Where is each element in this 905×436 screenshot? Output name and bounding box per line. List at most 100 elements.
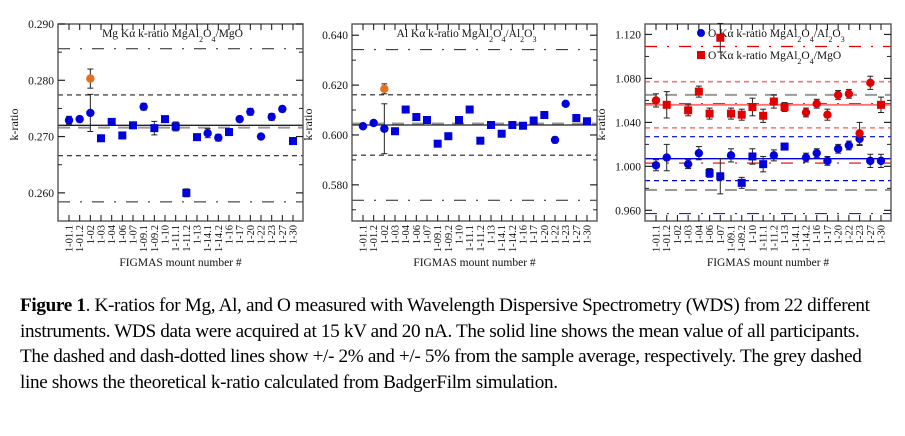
legend-subscript: 3 [841,35,845,44]
plot-frame [57,23,304,222]
title-end: /Al [505,28,520,40]
data-point-circle [866,78,875,88]
x-tick-label: 1-02 [86,225,97,244]
x-tick-label: 1-03 [391,225,402,244]
data-point-circle [75,114,84,124]
x-axis-label: FIGMAS mount number # [707,257,830,269]
x-tick-label: 1-16 [812,225,823,244]
data-point-circle [358,122,368,131]
x-tick-label: 1-01.2 [369,225,380,252]
legend-marker-square [697,51,705,59]
y-tick-label: 0.270 [28,132,54,144]
x-tick-label: 1-27 [278,225,289,244]
data-point-circle [86,108,95,118]
data-point-square [759,111,768,120]
x-tick-label: 1-13 [193,225,204,244]
data-point-square [662,100,671,109]
y-tick-label: 1.080 [615,73,641,85]
y-tick-label: 0.960 [615,205,641,217]
data-point-square [401,105,410,114]
data-point-square [289,137,297,146]
data-point-square [572,114,581,123]
x-tick-label: 1-11.2 [476,225,487,252]
data-point-square [716,172,725,181]
data-point-circle [267,112,276,122]
x-tick-label: 1-23 [267,225,278,244]
x-tick-label: 1-22 [257,225,268,244]
x-tick-label: 1-06 [705,225,716,244]
y-tick-label: 0.580 [322,180,348,192]
data-point-square [519,121,527,130]
data-point-square [487,120,495,129]
x-tick-label: 1-30 [289,225,300,244]
x-tick-label: 1-23 [855,225,866,244]
data-point-square [433,139,442,148]
data-point-circle [369,118,378,128]
data-point-square [540,111,549,120]
x-tick-label: 1-04 [694,224,705,244]
x-tick-label: 1-14.1 [203,225,214,252]
data-point-circle [833,144,843,153]
data-point-square [508,120,517,129]
x-tick-label: 1-01.2 [662,225,673,252]
x-tick-label: 1-11.1 [465,225,476,252]
data-point-circle [769,151,779,160]
data-point-square [182,188,191,197]
x-tick-label: 1-01.1 [65,225,76,252]
y-tick-label: 0.640 [322,30,348,42]
x-tick-label: 1-06 [118,225,129,244]
x-tick-label: 1-23 [561,225,572,244]
panel-title: Al Kα k-ratio MgAl2O4/Al2O3 [397,28,537,44]
data-point-square [150,124,159,133]
legend-end: O [832,28,840,40]
legend-text: O Kα k-ratio MgAl [708,28,797,40]
x-tick-label: 1-27 [866,225,877,244]
data-point-circle [380,84,389,94]
figure-caption: Figure 1. K-ratios for Mg, Al, and O mea… [20,293,890,395]
data-point-circle [651,161,661,170]
legend-entry: O Kα k-ratio MgAl2O4/MgO [708,50,841,66]
x-tick-label: 1-13 [487,225,498,244]
x-tick-label: 1-01.2 [75,225,86,252]
x-tick-label: 1-11.1 [171,225,182,252]
data-point-square [727,109,735,118]
x-tick-label: 1-27 [572,225,583,244]
x-tick-label: 1-10 [455,225,466,244]
x-tick-label: 1-14.1 [497,225,508,252]
x-tick-label: 1-20 [246,225,257,244]
data-point-circle [866,156,875,166]
title-subscript: 2 [520,35,524,44]
x-tick-label: 1-09.1 [727,225,738,252]
x-tick-label: 1-02 [673,225,684,244]
data-point-circle [561,99,570,108]
x-tick-label: 1-10 [161,225,172,244]
legend-subscript: 2 [828,35,832,44]
plot-frame [351,23,598,222]
caption-label: Figure 1 [20,295,86,316]
y-tick-label: 1.000 [615,161,641,173]
x-tick-label: 1-10 [748,225,759,244]
data-point-square [705,168,714,177]
x-tick-label: 1-11.2 [769,225,780,252]
data-point-circle [823,110,832,119]
data-point-circle [380,124,389,133]
legend-text: O Kα k-ratio MgAl [708,50,797,62]
legend-mid: O [801,50,809,62]
x-tick-label: 1-01.1 [652,225,663,252]
title-end: O [524,28,532,40]
legend-marker-circle [697,29,705,37]
x-tick-label: 1-09.2 [444,225,455,252]
panel-title: Mg Kα k-ratio MgAl2O4/MgO [102,28,243,44]
data-point-square [529,116,538,125]
data-point-square [161,115,169,124]
y-tick-label: 1.120 [615,29,641,41]
title-end: /MgO [215,28,242,40]
data-point-circle [844,141,854,150]
title-main: Al Kα k-ratio MgAl [397,28,490,40]
data-point-square [694,87,703,96]
x-axis-label: FIGMAS mount number # [119,257,242,269]
x-tick-label: 1-01.1 [359,225,370,252]
x-tick-label: 1-30 [877,225,888,244]
